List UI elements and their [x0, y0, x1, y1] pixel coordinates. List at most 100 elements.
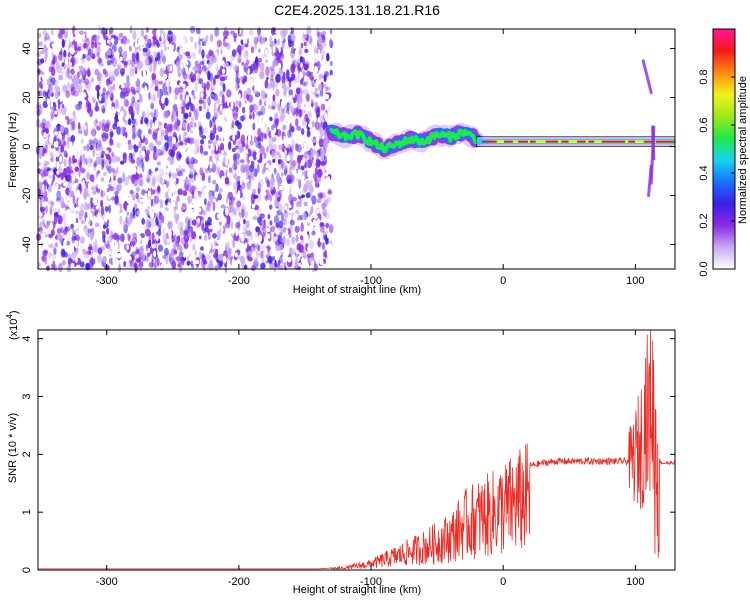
noise-cell — [131, 96, 136, 104]
noise-cell — [82, 66, 86, 77]
noise-cell — [191, 137, 195, 145]
noise-cell — [159, 177, 163, 185]
noise-gap — [163, 73, 168, 80]
noise-gap — [233, 60, 238, 65]
noise-cell — [263, 152, 267, 159]
noise-cell — [278, 244, 283, 252]
heatmap-x-ticks: -300 -200 -100 0 100 — [96, 29, 645, 287]
noise-cell — [47, 264, 50, 272]
noise-cell — [275, 51, 282, 60]
noise-cell — [66, 68, 70, 79]
noise-gap — [47, 178, 52, 185]
noise-cell — [61, 62, 65, 67]
noise-cell — [100, 199, 104, 208]
noise-cell — [111, 234, 117, 240]
noise-gap — [235, 229, 239, 237]
noise-cell — [242, 114, 246, 121]
noise-gap — [294, 49, 299, 55]
noise-cell — [226, 89, 232, 98]
noise-cell — [263, 228, 267, 239]
noise-cell — [146, 174, 151, 184]
noise-cell — [243, 219, 246, 224]
noise-cell — [220, 204, 226, 209]
noise-cell — [311, 230, 316, 236]
noise-cell — [288, 89, 293, 96]
noise-gap — [228, 156, 233, 163]
noise-gap — [220, 135, 224, 142]
noise-gap — [239, 217, 244, 225]
noise-cell — [140, 159, 144, 168]
noise-gap — [328, 243, 332, 248]
noise-cell — [272, 255, 275, 261]
noise-cell — [260, 250, 264, 259]
noise-cell — [216, 40, 222, 48]
noise-cell — [282, 235, 286, 245]
noise-gap — [191, 143, 195, 149]
noise-cell — [81, 154, 85, 165]
noise-cell — [270, 225, 276, 233]
noise-cell — [316, 160, 322, 166]
noise-cell — [42, 90, 47, 97]
noise-gap — [163, 166, 167, 173]
noise-cell — [228, 247, 232, 254]
noise-gap — [74, 240, 78, 249]
noise-gap — [84, 48, 87, 55]
noise-cell — [130, 194, 136, 201]
noise-cell — [191, 231, 196, 240]
noise-cell — [178, 141, 184, 146]
noise-cell — [102, 87, 106, 94]
noise-cell — [178, 135, 182, 141]
noise-gap — [220, 104, 223, 111]
noise-gap — [312, 180, 316, 187]
noise-cell — [216, 230, 221, 240]
noise-cell — [235, 206, 241, 212]
noise-cell — [163, 110, 169, 119]
noise-gap — [323, 172, 328, 177]
noise-cell — [124, 176, 129, 186]
noise-cell — [268, 179, 275, 190]
noise-gap — [84, 138, 89, 144]
noise-cell — [303, 183, 309, 193]
signal-peak-cell — [504, 140, 513, 143]
noise-cell — [326, 55, 330, 61]
noise-cell — [238, 211, 241, 217]
noise-cell — [258, 150, 263, 154]
noise-gap — [56, 161, 60, 170]
noise-cell — [233, 36, 237, 43]
noise-cell — [190, 71, 194, 80]
noise-cell — [271, 105, 276, 110]
noise-cell — [106, 164, 110, 169]
noise-cell — [74, 103, 78, 110]
noise-cell — [40, 89, 43, 98]
noise-gap — [216, 80, 220, 86]
noise-gap — [234, 252, 239, 258]
noise-cell — [101, 135, 108, 142]
noise-cell — [79, 68, 83, 76]
noise-cell — [72, 74, 79, 85]
noise-cell — [177, 67, 182, 76]
noise-cell — [259, 99, 263, 106]
noise-cell — [187, 122, 190, 133]
noise-cell — [282, 124, 287, 131]
noise-gap — [264, 49, 268, 56]
noise-gap — [314, 252, 318, 259]
noise-cell — [97, 254, 102, 263]
noise-cell — [301, 118, 307, 127]
noise-cell — [132, 207, 136, 216]
heatmap-y-tick-label: 20 — [21, 91, 33, 103]
noise-cell — [239, 186, 244, 194]
noise-gap — [306, 217, 309, 223]
noise-cell — [149, 111, 153, 116]
noise-cell — [43, 169, 49, 177]
noise-gap — [299, 192, 302, 197]
noise-cell — [67, 51, 71, 58]
noise-cell — [325, 222, 330, 229]
noise-cell — [112, 123, 117, 130]
noise-cell — [96, 45, 101, 54]
noise-cell — [294, 259, 299, 268]
signal-peak-cell — [612, 140, 625, 143]
noise-cell — [53, 168, 58, 174]
noise-cell — [78, 101, 83, 106]
heatmap-marks — [35, 24, 676, 274]
noise-cell — [122, 220, 127, 230]
